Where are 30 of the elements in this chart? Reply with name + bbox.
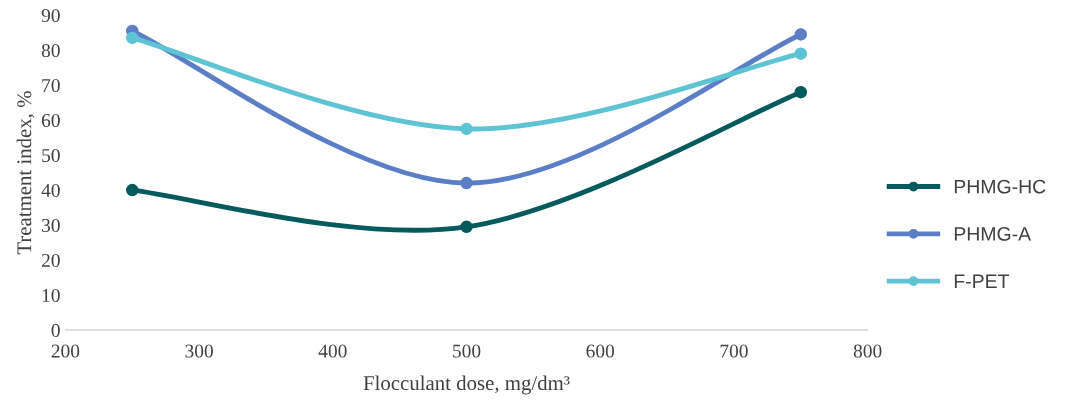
- point: [126, 31, 139, 45]
- y-tick-label: 70: [42, 78, 60, 93]
- legend-label: PHMG-HC: [954, 179, 1046, 194]
- y-tick-label: 90: [41, 8, 60, 23]
- y-axis-title: Treatment index, %: [16, 91, 35, 255]
- point: [794, 47, 808, 60]
- x-tick-label: 200: [51, 344, 80, 358]
- point: [794, 28, 808, 41]
- point: [126, 183, 139, 197]
- x-tick-label: 400: [318, 344, 347, 358]
- y-tick-label: 10: [42, 288, 60, 302]
- x-axis-title: Flocculant dose, mg/dm³: [363, 375, 570, 395]
- point: [460, 220, 473, 234]
- legend-label: PHMG-A: [954, 227, 1032, 241]
- y-tick-label: 60: [41, 113, 60, 128]
- legend-label: F-PET: [954, 274, 1010, 288]
- x-tick-label: 600: [586, 344, 615, 358]
- x-tick-label: 500: [453, 344, 481, 358]
- point: [794, 85, 808, 99]
- y-tick-label: 20: [41, 253, 60, 268]
- x-tick-label: 300: [185, 344, 213, 358]
- x-tick-label: 800: [853, 344, 882, 358]
- y-tick-label: 40: [41, 183, 60, 198]
- x-tick-label: 700: [720, 344, 748, 358]
- y-tick-label: 50: [42, 148, 60, 163]
- y-tick-label: 30: [42, 218, 60, 233]
- point: [460, 122, 473, 136]
- y-tick-label: 80: [41, 43, 60, 58]
- y-tick-label: 0: [51, 323, 60, 337]
- point: [460, 176, 473, 190]
